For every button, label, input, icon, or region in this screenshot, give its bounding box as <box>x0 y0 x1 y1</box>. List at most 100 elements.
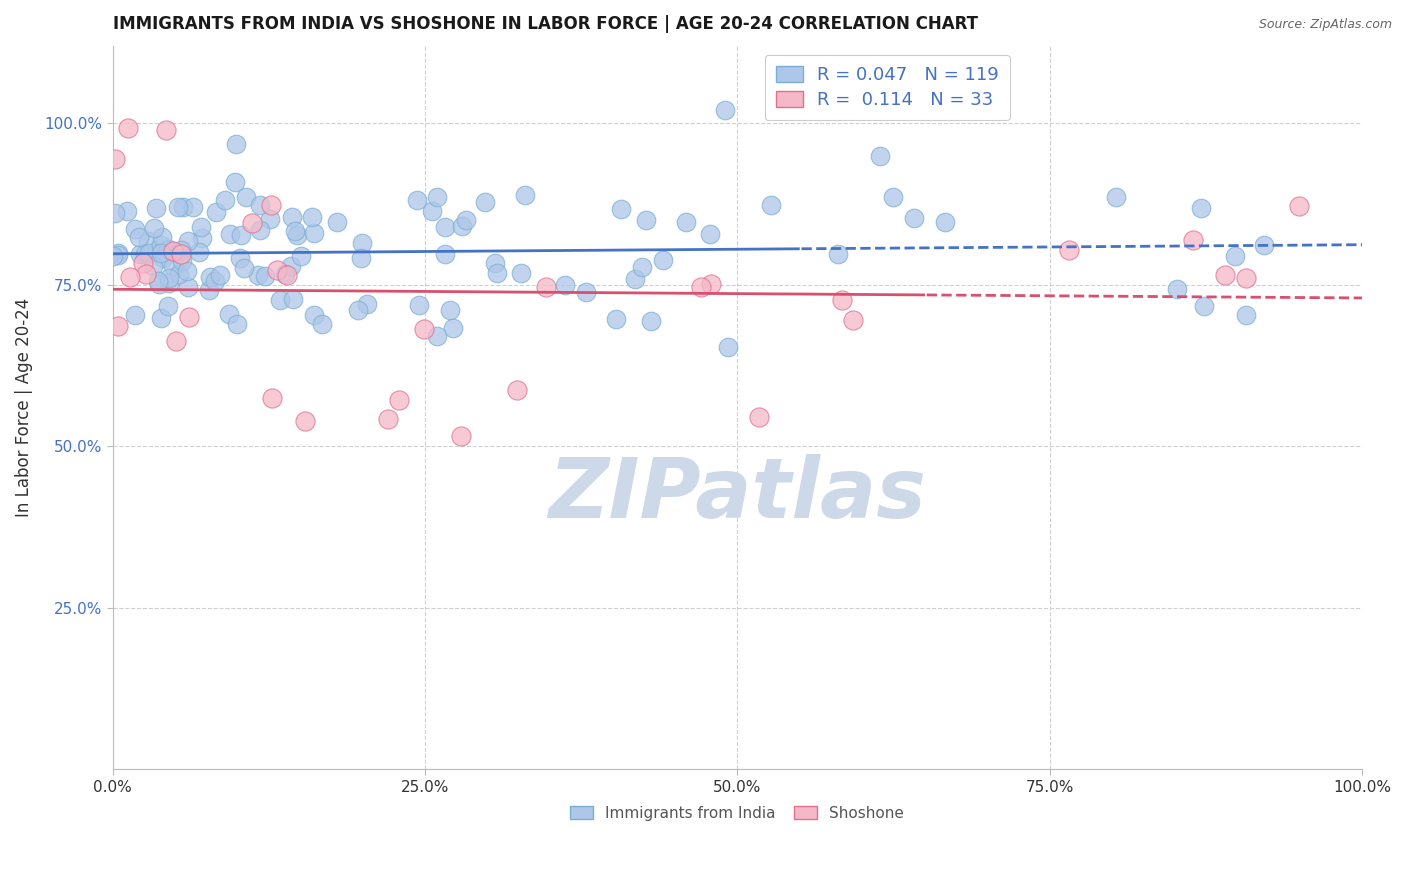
Point <box>249 198 271 212</box>
Point <box>474 195 496 210</box>
Point <box>246 268 269 283</box>
Point <box>408 298 430 312</box>
Point <box>181 200 204 214</box>
Point <box>284 224 307 238</box>
Point <box>138 246 160 260</box>
Point <box>1253 238 1275 252</box>
Point <box>259 212 281 227</box>
Point <box>827 246 849 260</box>
Point <box>630 260 652 275</box>
Point <box>700 277 723 291</box>
Point <box>484 256 506 270</box>
Y-axis label: In Labor Force | Age 20-24: In Labor Force | Age 20-24 <box>15 298 32 517</box>
Point <box>170 243 193 257</box>
Point <box>347 303 370 318</box>
Point <box>204 274 226 288</box>
Point <box>311 317 333 331</box>
Point <box>229 228 252 243</box>
Point <box>450 219 472 233</box>
Point <box>152 230 174 244</box>
Point <box>505 384 527 398</box>
Point <box>1225 249 1247 263</box>
Point <box>301 210 323 224</box>
Point <box>294 414 316 428</box>
Text: Source: ZipAtlas.com: Source: ZipAtlas.com <box>1258 18 1392 31</box>
Point <box>157 276 180 290</box>
Point <box>142 259 165 273</box>
Point <box>145 201 167 215</box>
Point <box>229 252 252 266</box>
Point <box>554 278 576 293</box>
Point <box>176 264 198 278</box>
Point <box>433 246 456 260</box>
Point <box>128 230 150 244</box>
Point <box>274 267 297 281</box>
Text: IMMIGRANTS FROM INDIA VS SHOSHONE IN LABOR FORCE | AGE 20-24 CORRELATION CHART: IMMIGRANTS FROM INDIA VS SHOSHONE IN LAB… <box>112 15 977 33</box>
Point <box>759 197 782 211</box>
Legend: Immigrants from India, Shoshone: Immigrants from India, Shoshone <box>564 799 910 827</box>
Point <box>148 277 170 292</box>
Point <box>253 269 276 284</box>
Point <box>190 220 212 235</box>
Point <box>675 215 697 229</box>
Text: ZIPatlas: ZIPatlas <box>548 454 927 535</box>
Point <box>1166 282 1188 296</box>
Point <box>717 340 740 354</box>
Point <box>260 391 283 405</box>
Point <box>882 190 904 204</box>
Point <box>218 307 240 321</box>
Point <box>172 253 194 268</box>
Point <box>157 271 180 285</box>
Point <box>240 216 263 230</box>
Point <box>699 227 721 241</box>
Point <box>135 267 157 281</box>
Point <box>205 204 228 219</box>
Point <box>281 292 304 306</box>
Point <box>104 206 127 220</box>
Point <box>260 198 283 212</box>
Point <box>350 251 373 265</box>
Point <box>266 263 288 277</box>
Point <box>651 252 673 267</box>
Point <box>934 215 956 229</box>
Point <box>640 314 662 328</box>
Point <box>302 227 325 241</box>
Point <box>714 103 737 118</box>
Point <box>209 268 232 282</box>
Point <box>290 249 312 263</box>
Point <box>191 231 214 245</box>
Point <box>152 251 174 265</box>
Point <box>486 266 509 280</box>
Point <box>433 220 456 235</box>
Point <box>1192 299 1215 313</box>
Point <box>117 121 139 136</box>
Point <box>107 318 129 333</box>
Point <box>281 210 304 224</box>
Point <box>326 214 349 228</box>
Point <box>134 246 156 260</box>
Point <box>510 266 533 280</box>
Point <box>129 247 152 261</box>
Point <box>132 256 155 270</box>
Point <box>439 303 461 318</box>
Point <box>103 249 125 263</box>
Point <box>167 267 190 281</box>
Point <box>170 247 193 261</box>
Point <box>1213 268 1236 282</box>
Point <box>450 429 472 443</box>
Point <box>124 308 146 322</box>
Point <box>1234 271 1257 285</box>
Point <box>377 412 399 426</box>
Point <box>225 136 247 151</box>
Point <box>157 300 180 314</box>
Point <box>426 190 449 204</box>
Point <box>605 312 627 326</box>
Point <box>166 246 188 260</box>
Point <box>280 259 302 273</box>
Point <box>1288 198 1310 212</box>
Point <box>624 272 647 286</box>
Point <box>636 213 658 227</box>
Point <box>235 190 257 204</box>
Point <box>1181 233 1204 247</box>
Point <box>356 297 378 311</box>
